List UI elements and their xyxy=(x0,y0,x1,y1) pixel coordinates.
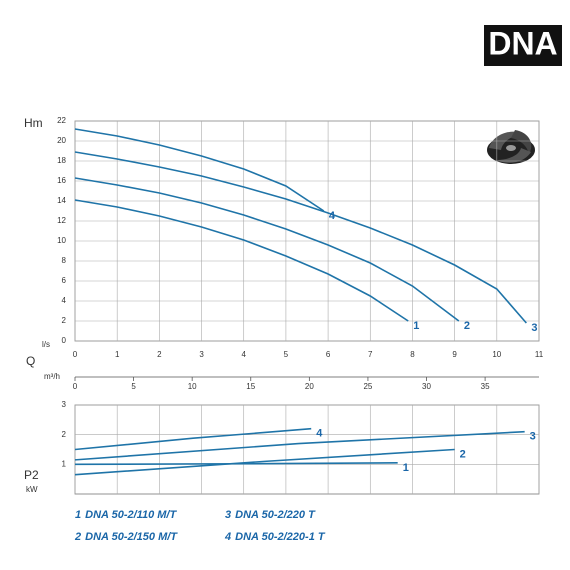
curve-label: 2 xyxy=(460,448,466,460)
legend-number: 2 xyxy=(74,531,81,543)
x-tick-label: 7 xyxy=(368,350,373,359)
y-tick-label: 14 xyxy=(57,196,66,205)
x-tick-label: 10 xyxy=(492,350,501,359)
y-tick-label: 6 xyxy=(62,276,67,285)
y-tick-label: 8 xyxy=(62,256,67,265)
y-tick-label: 10 xyxy=(57,236,66,245)
x-tick-label: 5 xyxy=(284,350,289,359)
x2-tick-label: 10 xyxy=(188,382,197,391)
curve xyxy=(74,199,409,322)
curve-label: 1 xyxy=(403,462,409,474)
legend-entry: 3 DNA 50-2/220 T xyxy=(225,509,316,521)
x-tick-label: 11 xyxy=(535,350,544,359)
y-axis-label: Hm xyxy=(24,116,43,130)
legend-number: 3 xyxy=(225,509,231,521)
y-tick-label: 22 xyxy=(57,116,66,125)
y-tick-label: 12 xyxy=(57,216,66,225)
x2-tick-label: 0 xyxy=(73,382,78,391)
x2-tick-label: 35 xyxy=(481,382,490,391)
y-tick-label: 2 xyxy=(62,430,67,439)
legend-number: 1 xyxy=(75,509,81,521)
curve xyxy=(74,128,325,212)
x2-tick-label: 30 xyxy=(422,382,431,391)
curve xyxy=(74,427,312,451)
plot-frame xyxy=(74,120,540,342)
brand-box xyxy=(484,25,562,66)
curve xyxy=(74,151,527,324)
x2-axis-unit: m³/h xyxy=(44,372,60,381)
curve xyxy=(74,462,398,466)
y-tick-label: 18 xyxy=(57,156,66,165)
brand: DNA xyxy=(488,25,557,61)
curve xyxy=(74,430,525,461)
x-tick-label: 1 xyxy=(115,350,120,359)
x-tick-label: 6 xyxy=(326,350,331,359)
x2-tick-label: 20 xyxy=(305,382,314,391)
legend-name: DNA 50-2/220-1 T xyxy=(235,531,326,543)
legend-name: DNA 50-2/110 M/T xyxy=(85,509,177,521)
curve-label: 3 xyxy=(531,322,537,334)
y-tick-label: 3 xyxy=(62,400,67,409)
legend-number: 4 xyxy=(224,531,231,543)
x2-tick-label: 15 xyxy=(246,382,255,391)
legend-entry: 4 DNA 50-2/220-1 T xyxy=(224,531,326,543)
x2-tick-label: 25 xyxy=(363,382,372,391)
legend-entry: 2 DNA 50-2/150 M/T xyxy=(74,531,178,543)
x-tick-label: 4 xyxy=(242,350,247,359)
y-tick-label: 20 xyxy=(57,136,66,145)
curve-label: 3 xyxy=(530,431,536,443)
curve-label: 4 xyxy=(316,428,323,440)
curve-label: 1 xyxy=(413,320,419,332)
legend-name: DNA 50-2/150 M/T xyxy=(85,531,178,543)
curve xyxy=(74,448,455,476)
x-tick-label: 9 xyxy=(452,350,457,359)
curve-label: 2 xyxy=(464,320,470,332)
x2-tick-label: 5 xyxy=(131,382,136,391)
impeller-icon xyxy=(487,130,535,164)
plot-frame xyxy=(74,404,540,495)
curve xyxy=(74,177,460,322)
curve-label: 4 xyxy=(329,210,336,222)
legend-name: DNA 50-2/220 T xyxy=(235,509,316,521)
y-axis-label: P2 xyxy=(24,468,39,482)
x-tick-label: 3 xyxy=(199,350,204,359)
legend-entry: 1 DNA 50-2/110 M/T xyxy=(75,509,177,521)
x-axis-label: l/s xyxy=(42,340,50,349)
y-tick-label: 4 xyxy=(62,296,67,305)
y-axis-unit: kW xyxy=(26,485,38,494)
y-tick-label: 1 xyxy=(62,459,67,468)
y-tick-label: 0 xyxy=(62,336,67,345)
x-tick-label: 2 xyxy=(157,350,162,359)
y-tick-label: 16 xyxy=(57,176,66,185)
x2-axis-label: Q xyxy=(26,354,35,368)
x-tick-label: 0 xyxy=(73,350,78,359)
x-tick-label: 8 xyxy=(410,350,415,359)
y-tick-label: 2 xyxy=(62,316,67,325)
